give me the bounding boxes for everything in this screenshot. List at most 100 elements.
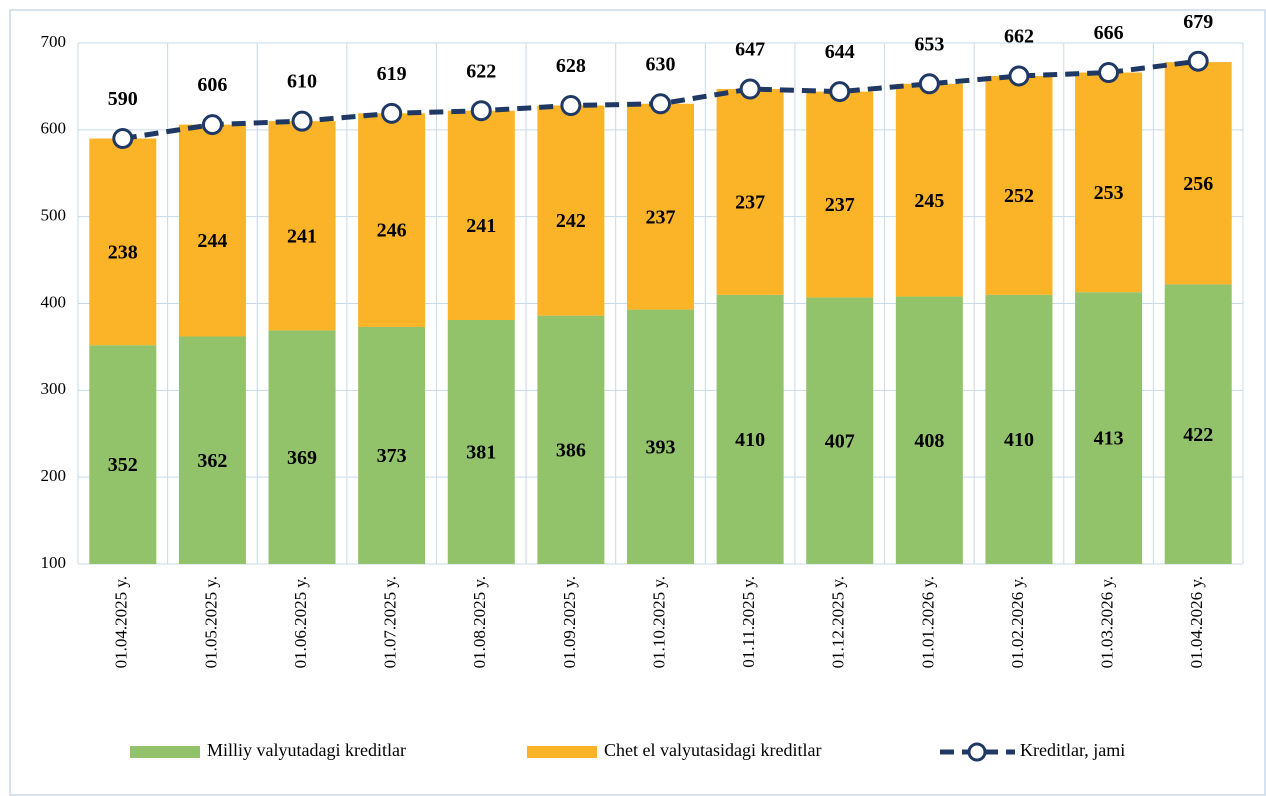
bar-segment	[1075, 292, 1143, 564]
data-label: 252	[1004, 185, 1034, 207]
bar-segment	[716, 294, 784, 564]
data-label: 352	[108, 454, 138, 476]
bar-segment	[178, 124, 246, 337]
x-tick-label: 01.04.2026 y.	[1187, 576, 1206, 668]
line-marker	[381, 102, 403, 124]
data-label: 237	[735, 192, 765, 214]
legend-label: Milliy valyutadagi kreditlar	[207, 740, 406, 760]
legend-swatch	[130, 746, 200, 758]
data-label: 666	[1094, 22, 1124, 44]
line-marker	[650, 93, 671, 115]
line-marker	[1098, 62, 1120, 84]
x-tick-label: 01.06.2025 y.	[291, 576, 310, 668]
x-tick-label: 01.10.2025 y.	[649, 576, 668, 668]
data-label: 410	[1004, 429, 1034, 451]
data-label: 647	[735, 39, 765, 61]
data-label: 413	[1094, 428, 1124, 450]
data-label: 238	[108, 241, 138, 263]
data-label: 362	[197, 450, 227, 472]
bar-segment	[358, 113, 426, 327]
data-label: 386	[556, 439, 586, 461]
line-marker	[201, 114, 223, 136]
line-marker	[1187, 50, 1209, 72]
data-label: 610	[287, 71, 317, 93]
data-label: 622	[466, 60, 496, 82]
bar-segment	[1075, 72, 1143, 293]
x-tick-label: 01.12.2025 y.	[829, 576, 848, 668]
bar-segment	[358, 326, 426, 564]
bar-segment	[537, 315, 605, 564]
bar-segment	[985, 294, 1053, 564]
data-label: 244	[197, 230, 227, 252]
data-label: 653	[914, 33, 944, 55]
line-marker	[918, 73, 940, 95]
x-tick-label: 01.05.2025 y.	[201, 576, 220, 668]
x-tick-label: 01.03.2026 y.	[1097, 576, 1116, 668]
bar-segment	[806, 91, 874, 298]
line-marker	[470, 100, 492, 122]
data-label: 590	[108, 88, 138, 110]
data-label: 241	[287, 225, 317, 247]
x-tick-label: 01.09.2025 y.	[560, 576, 579, 668]
data-label: 410	[735, 429, 765, 451]
data-label: 369	[287, 447, 317, 469]
y-tick-label: 200	[41, 466, 67, 485]
x-tick-label: 01.08.2025 y.	[470, 576, 489, 668]
x-tick-label: 01.07.2025 y.	[381, 576, 400, 668]
bar-segment	[1164, 284, 1232, 564]
data-label: 630	[646, 53, 676, 75]
data-label: 381	[466, 442, 496, 464]
y-tick-label: 300	[41, 379, 67, 398]
data-label: 628	[556, 55, 586, 77]
bar-segment	[537, 105, 605, 316]
data-label: 256	[1183, 173, 1213, 195]
bar-segment	[895, 83, 963, 297]
legend-swatch	[527, 746, 597, 758]
bar-segment	[268, 121, 336, 331]
y-tick-label: 700	[41, 32, 67, 51]
line-marker	[739, 78, 761, 100]
x-tick-label: 01.02.2026 y.	[1008, 576, 1027, 668]
data-label: 619	[377, 63, 407, 85]
bar-segment	[627, 103, 694, 310]
bar-segment	[178, 336, 246, 564]
bar-segment	[447, 110, 515, 320]
bar-segment	[627, 309, 694, 564]
bar-segment	[895, 296, 963, 564]
data-label: 422	[1183, 424, 1213, 446]
bar-segment	[806, 297, 874, 564]
y-tick-label: 400	[41, 292, 67, 311]
data-label: 246	[377, 220, 407, 242]
legend-label: Kreditlar, jami	[1020, 740, 1125, 760]
bar-segment	[985, 75, 1053, 295]
data-label: 241	[466, 215, 496, 237]
line-marker	[829, 81, 851, 103]
line-marker	[560, 95, 582, 117]
data-label: 606	[197, 74, 227, 96]
line-marker	[112, 128, 134, 150]
bar-segment	[716, 89, 784, 295]
y-tick-label: 500	[41, 206, 67, 225]
x-tick-label: 01.11.2025 y.	[739, 576, 758, 668]
y-tick-label: 600	[41, 119, 67, 138]
bar-segment	[89, 138, 157, 346]
bar-segment	[268, 330, 336, 564]
data-label: 679	[1183, 11, 1213, 33]
data-label: 662	[1004, 26, 1034, 48]
line-marker	[1008, 65, 1030, 87]
y-tick-label: 100	[41, 553, 67, 572]
data-label: 245	[914, 190, 944, 212]
data-label: 253	[1094, 182, 1124, 204]
x-tick-label: 01.01.2026 y.	[918, 576, 937, 668]
bar-segment	[1164, 62, 1232, 285]
x-tick-label: 01.04.2025 y.	[112, 576, 131, 668]
bar-segment	[89, 345, 157, 564]
data-label: 408	[914, 430, 944, 452]
data-label: 237	[646, 206, 676, 228]
data-label: 393	[646, 436, 676, 458]
data-label: 407	[825, 430, 855, 452]
legend-marker	[967, 742, 987, 762]
bar-segment	[447, 319, 515, 564]
data-label: 237	[825, 194, 855, 216]
